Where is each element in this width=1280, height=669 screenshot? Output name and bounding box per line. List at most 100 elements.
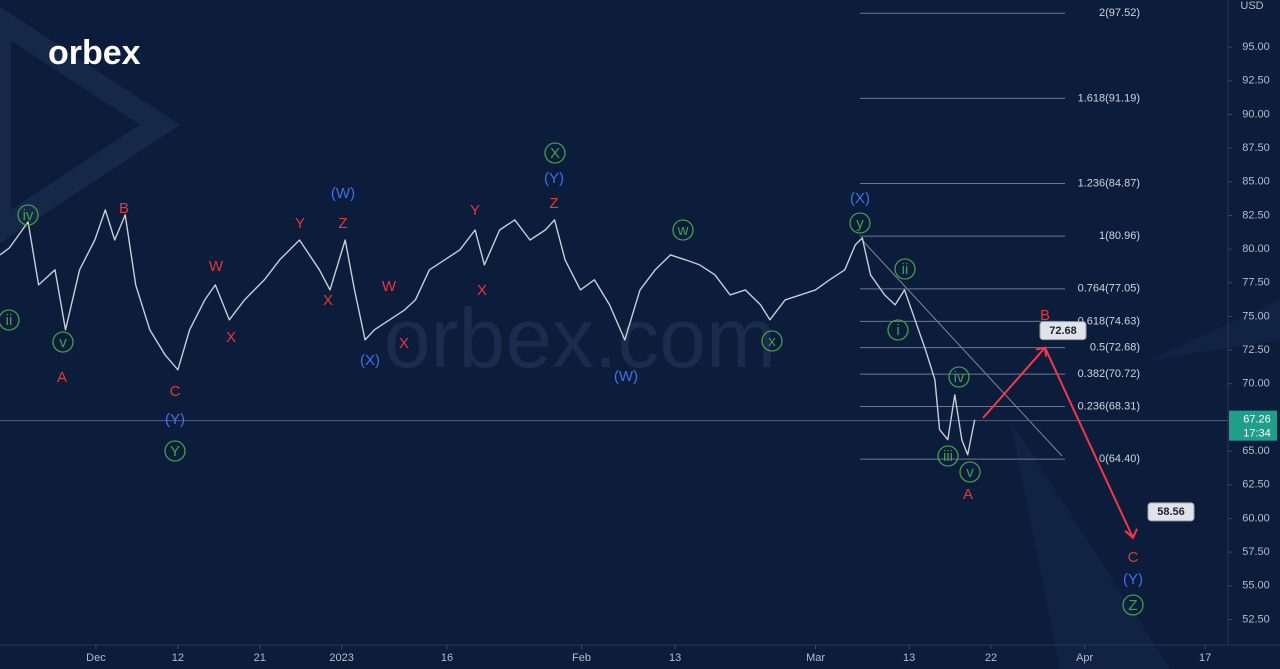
x-tick-label: 21 [254,652,266,664]
y-tick-label: 92.50 [1242,75,1270,87]
wave-label: ii [6,312,13,329]
wave-label: iv [23,207,34,224]
wave-label: B [1040,307,1050,324]
wave-label: Y [170,443,180,460]
fib-label: 2(97.52) [1099,7,1140,19]
forecast-arrow [982,347,1046,419]
wave-label: X [550,145,560,162]
wave-circle [0,309,20,331]
x-tick-label: Mar [806,652,825,664]
wave-label: Z [338,215,347,232]
fib-label: 0.618(74.63) [1078,315,1140,327]
y-tick-label: 70.00 [1242,378,1270,390]
wave-label: w [677,222,689,239]
wave-label: C [170,383,181,400]
wave-circle [937,445,959,467]
fib-label: 1.236(84.87) [1078,177,1140,189]
wave-label: B [119,200,129,217]
wave-label: C [1128,549,1139,566]
wave-label: v [59,334,67,351]
target-callout [1039,321,1087,341]
fib-label: 0.236(68.31) [1078,400,1140,412]
y-tick-label: 82.50 [1242,209,1270,221]
watermark: orbex.com [384,291,776,385]
x-tick-label: 13 [669,652,681,664]
wave-label: (Y) [165,411,185,428]
fib-label: 0.5(72.68) [1090,342,1140,354]
wave-label: Y [470,202,480,219]
wave-label: X [226,329,236,346]
y-tick-label: 90.00 [1242,108,1270,120]
last-price-badge [1229,410,1277,441]
wave-label: iv [954,369,965,386]
wave-circle [761,330,783,352]
wave-label: X [477,282,487,299]
x-tick-label: 17 [1199,652,1211,664]
wave-circle [887,319,909,341]
wave-circle [52,331,74,353]
wave-label: (X) [360,352,380,369]
fib-label: 0(64.40) [1099,453,1140,465]
wave-label: A [963,486,973,503]
wave-circle [544,142,566,164]
wave-circle [948,366,970,388]
price-line [0,209,976,456]
decor-shape [0,6,181,244]
y-tick-label: 60.00 [1242,512,1270,524]
y-tick-label: 55.00 [1242,580,1270,592]
plot-layer: 52.5055.0057.5060.0062.5065.0067.5070.00… [0,7,1277,664]
wave-label: (W) [331,185,355,202]
x-tick-label: Feb [572,652,591,664]
y-tick-label: 85.00 [1242,176,1270,188]
decor-shape [1010,420,1170,669]
wave-circle [849,212,871,234]
wave-label: X [323,292,333,309]
wave-circle [164,440,186,462]
y-tick-label: 75.00 [1242,310,1270,322]
fib-label: 1.618(91.19) [1078,92,1140,104]
wave-label: i [896,322,899,339]
fib-label: 1(80.96) [1099,230,1140,242]
wave-label: W [209,258,224,275]
logo: orbex [48,34,141,72]
x-tick-label: 16 [441,652,453,664]
countdown-label: 17:34 [1243,428,1271,440]
fib-label: 0.764(77.05) [1078,283,1140,295]
wave-circle [1122,594,1144,616]
y-tick-label: 80.00 [1242,243,1270,255]
wave-circle [894,258,916,280]
wave-label: (Y) [544,170,564,187]
wave-label: W [382,278,397,295]
wave-label: Z [1128,597,1137,614]
wave-label: ii [902,261,909,278]
fib-label: 0.382(70.72) [1078,368,1140,380]
wave-label: (Y) [1123,571,1143,588]
decor-shape [1150,300,1280,360]
wave-circle [959,461,981,483]
x-tick-label: Apr [1076,652,1093,664]
wave-label: (X) [850,190,870,207]
y-tick-label: 62.50 [1242,479,1270,491]
x-tick-label: 13 [903,652,915,664]
wave-label: y [856,215,864,232]
y-tick-label: 95.00 [1242,41,1270,53]
target-callout [1147,502,1195,522]
wave-label: Z [549,195,558,212]
wave-label: iii [943,448,953,465]
y-tick-label: 77.50 [1242,277,1270,289]
wave-circle [672,219,694,241]
wave-label: Y [295,215,305,232]
x-tick-label: Dec [86,652,106,664]
currency-label: USD [1240,0,1263,12]
wave-label: X [399,335,409,352]
y-tick-label: 57.50 [1242,546,1270,558]
wave-label: A [57,369,67,386]
x-tick-label: 12 [172,652,184,664]
wave-label: v [966,464,974,481]
wave-label: (W) [614,368,638,385]
y-tick-label: 87.50 [1242,142,1270,154]
last-price-label: 67.26 [1243,414,1271,426]
forecast-arrow [1044,347,1134,539]
wave-label: x [768,333,776,350]
